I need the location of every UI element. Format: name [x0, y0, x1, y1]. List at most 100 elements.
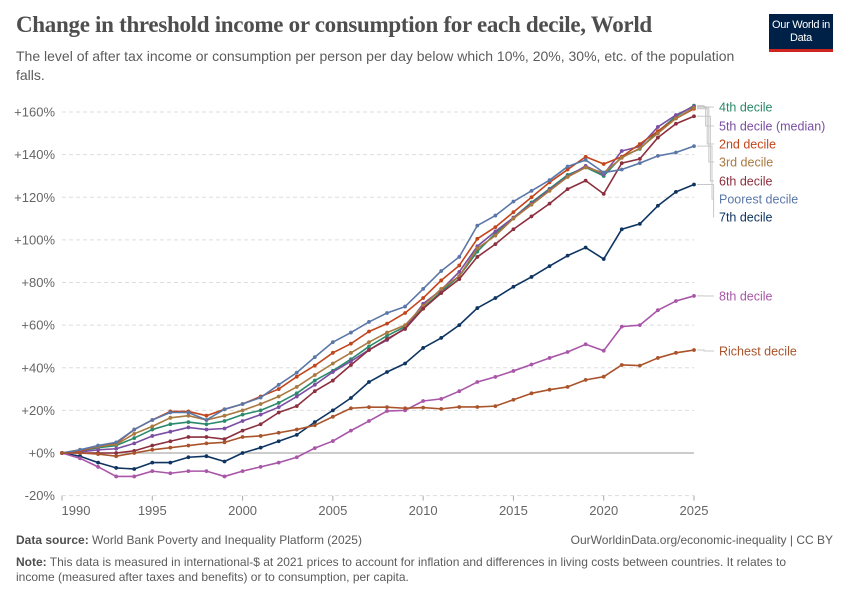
data-point — [529, 362, 534, 367]
data-point — [367, 320, 371, 324]
series-line-3 — [61, 107, 695, 454]
series-label[interactable]: 2nd decile — [719, 138, 776, 152]
data-point — [132, 441, 137, 446]
data-point — [258, 408, 263, 413]
data-point — [565, 164, 570, 169]
data-point — [655, 131, 660, 136]
data-point — [547, 387, 552, 392]
y-tick-label: +60% — [21, 318, 55, 333]
data-point — [619, 167, 624, 172]
data-point — [457, 263, 462, 268]
data-point — [674, 299, 678, 303]
data-point — [294, 394, 299, 399]
y-tick-label: +120% — [14, 190, 55, 205]
owid-logo[interactable]: Our World in Data — [769, 14, 833, 52]
data-point — [96, 443, 101, 448]
data-point — [349, 341, 353, 346]
series-label[interactable]: 8th decile — [719, 290, 773, 304]
series-label[interactable]: 7th decile — [719, 211, 773, 225]
data-point — [692, 182, 696, 187]
data-point — [421, 346, 426, 350]
data-point — [439, 336, 444, 340]
label-connector — [697, 145, 714, 200]
data-point — [294, 404, 299, 409]
data-point — [547, 264, 552, 268]
data-point — [619, 155, 624, 160]
data-point — [114, 454, 119, 459]
data-point — [367, 419, 371, 423]
data-point — [493, 213, 498, 218]
x-tick-label: 1995 — [138, 503, 167, 518]
data-point — [240, 402, 245, 406]
data-point — [204, 422, 209, 427]
source-url[interactable]: OurWorldinData.org/economic-inequality |… — [570, 533, 833, 547]
data-point — [583, 245, 588, 250]
data-point — [330, 350, 335, 355]
x-tick-label: 2015 — [499, 503, 528, 518]
source-text[interactable]: World Bank Poverty and Inequality Platfo… — [92, 533, 362, 547]
data-point — [475, 306, 480, 310]
series-label[interactable]: 4th decile — [719, 101, 773, 115]
y-tick-label: +140% — [14, 147, 55, 162]
data-point — [511, 397, 516, 402]
series-line-4 — [62, 115, 695, 454]
data-point — [583, 165, 588, 170]
data-point — [529, 391, 534, 396]
y-tick-label: +80% — [21, 275, 55, 290]
label-connector — [697, 349, 714, 352]
data-point — [349, 330, 353, 335]
data-point — [349, 406, 353, 411]
label-connector — [697, 183, 715, 218]
data-point — [204, 441, 209, 446]
series-label[interactable]: Richest decile — [719, 345, 797, 359]
data-point — [222, 407, 227, 412]
series-label[interactable]: 3rd decile — [719, 156, 773, 170]
data-point — [294, 432, 299, 437]
data-point — [132, 467, 137, 471]
x-tick-label: 2010 — [409, 503, 438, 518]
data-point — [565, 175, 570, 179]
data-point — [637, 323, 642, 328]
data-point — [150, 469, 155, 474]
data-point — [222, 419, 227, 423]
data-point — [529, 202, 534, 207]
data-point — [132, 431, 137, 436]
data-point — [276, 460, 281, 465]
data-point — [421, 306, 426, 311]
data-point — [168, 439, 173, 444]
data-point — [312, 355, 317, 359]
data-point — [637, 146, 642, 151]
data-point — [132, 427, 137, 432]
data-point — [385, 311, 389, 315]
series-label[interactable]: Poorest decile — [719, 193, 798, 207]
data-point — [439, 291, 444, 296]
data-point — [511, 210, 516, 215]
series-label[interactable]: 6th decile — [719, 175, 773, 189]
data-point — [222, 413, 227, 418]
x-tick-label: 1990 — [62, 503, 91, 518]
x-tick-label: 2025 — [680, 503, 709, 518]
data-point — [258, 402, 263, 406]
series-label[interactable]: 5th decile (median) — [719, 120, 825, 134]
label-connector — [697, 107, 714, 163]
data-point — [367, 405, 371, 410]
series-line-5 — [61, 145, 695, 454]
chart-title: Change in threshold income or consumptio… — [16, 12, 652, 37]
data-point — [186, 455, 191, 460]
series-line-1 — [61, 105, 695, 454]
data-point — [168, 429, 173, 434]
data-point — [565, 350, 570, 354]
data-point — [655, 154, 660, 158]
data-point — [511, 284, 516, 289]
data-point — [276, 387, 281, 391]
data-point — [150, 424, 155, 429]
data-point — [276, 394, 281, 399]
data-point — [132, 451, 137, 455]
data-point — [114, 440, 119, 445]
data-point — [619, 227, 624, 232]
logo-text: Our World in Data — [772, 18, 830, 44]
data-point — [276, 382, 281, 387]
data-point — [294, 427, 299, 432]
data-point — [132, 474, 137, 479]
